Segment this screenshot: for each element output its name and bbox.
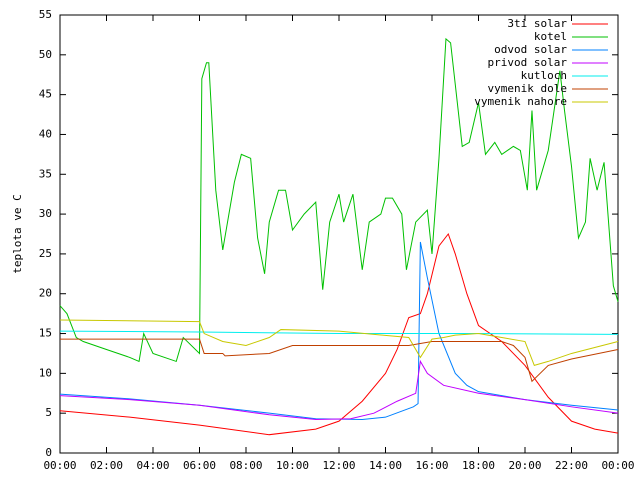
legend-label: 3ti solar — [507, 17, 567, 30]
y-tick-label: 10 — [39, 366, 52, 379]
x-tick-label: 20:00 — [508, 459, 541, 472]
y-tick-label: 50 — [39, 48, 52, 61]
x-tick-label: 10:00 — [276, 459, 309, 472]
x-tick-label: 02:00 — [90, 459, 123, 472]
legend-label: vymenik dole — [488, 82, 567, 95]
data-line — [59, 319, 619, 367]
data-line — [59, 232, 619, 436]
y-tick-label: 35 — [39, 167, 52, 180]
x-tick-label: 00:00 — [601, 459, 634, 472]
legend-label: kutloch — [521, 69, 567, 82]
data-line — [59, 330, 619, 335]
data-line — [59, 241, 619, 421]
x-tick-label: 00:00 — [43, 459, 76, 472]
y-tick-label: 0 — [45, 446, 52, 459]
y-tick-label: 15 — [39, 327, 52, 340]
y-tick-label: 20 — [39, 287, 52, 300]
y-tick-label: 45 — [39, 88, 52, 101]
x-tick-label: 06:00 — [183, 459, 216, 472]
legend-label: privod solar — [488, 56, 568, 69]
legend-label: vymenik nahore — [474, 95, 567, 108]
y-tick-label: 40 — [39, 127, 52, 140]
y-tick-label: 55 — [39, 8, 52, 21]
x-tick-label: 22:00 — [555, 459, 588, 472]
y-tick-label: 25 — [39, 247, 52, 260]
data-line — [59, 359, 619, 421]
x-tick-label: 16:00 — [415, 459, 448, 472]
legend-label: odvod solar — [494, 43, 567, 56]
y-tick-label: 30 — [39, 207, 52, 220]
x-tick-label: 04:00 — [136, 459, 169, 472]
x-tick-label: 08:00 — [229, 459, 262, 472]
data-line — [60, 338, 619, 383]
x-tick-label: 14:00 — [369, 459, 402, 472]
x-tick-label: 18:00 — [462, 459, 495, 472]
legend-label: kotel — [534, 30, 567, 43]
data-line — [59, 37, 619, 363]
y-axis-label: teplota ve C — [11, 194, 24, 273]
y-tick-label: 5 — [45, 406, 52, 419]
x-tick-label: 12:00 — [322, 459, 355, 472]
